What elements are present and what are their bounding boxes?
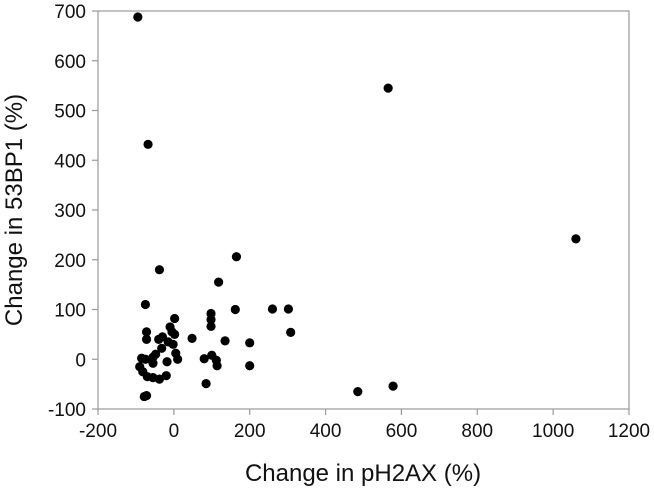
data-point bbox=[245, 338, 255, 348]
y-tick-label: 500 bbox=[54, 102, 86, 123]
y-tick-label: 200 bbox=[54, 251, 86, 272]
data-point bbox=[141, 334, 152, 344]
x-tick-label: 200 bbox=[234, 421, 266, 442]
data-point bbox=[214, 277, 224, 287]
data-point bbox=[283, 304, 294, 314]
data-point bbox=[161, 371, 171, 381]
data-point bbox=[353, 386, 363, 397]
data-point bbox=[162, 357, 172, 367]
y-axis-title: Change in 53BP1 (%) bbox=[1, 94, 28, 326]
data-point bbox=[199, 354, 209, 364]
x-axis: -200 0 200 400 600 800 1000 1200 bbox=[79, 409, 650, 442]
y-tick-label: 400 bbox=[54, 151, 86, 172]
y-tick-label: 0 bbox=[75, 350, 86, 371]
data-point bbox=[140, 354, 151, 364]
data-point bbox=[571, 234, 581, 244]
data-point bbox=[388, 381, 398, 391]
data-point bbox=[140, 299, 151, 310]
data-point bbox=[201, 379, 211, 389]
data-point bbox=[141, 327, 152, 337]
x-tick-label: 800 bbox=[461, 421, 493, 442]
data-point bbox=[154, 265, 165, 275]
data-point bbox=[154, 374, 165, 384]
data-point bbox=[383, 83, 393, 93]
y-tick-label: 300 bbox=[54, 201, 86, 222]
data-point bbox=[267, 304, 278, 314]
data-point bbox=[230, 304, 240, 315]
y-axis: -100 0 100 200 300 400 500 600 700 bbox=[48, 2, 98, 421]
data-point bbox=[231, 252, 242, 262]
x-tick-label: 600 bbox=[386, 421, 418, 442]
data-point bbox=[148, 358, 158, 368]
data-point bbox=[143, 139, 153, 149]
x-tick-label: 1200 bbox=[608, 421, 650, 442]
data-point bbox=[133, 12, 143, 22]
data-point bbox=[286, 327, 296, 337]
data-point bbox=[212, 361, 222, 371]
data-point bbox=[206, 314, 216, 325]
x-tick-label: 400 bbox=[310, 421, 342, 442]
y-tick-label: 600 bbox=[54, 52, 86, 73]
y-tick-label: 700 bbox=[54, 2, 86, 23]
data-point bbox=[173, 354, 183, 364]
data-points bbox=[133, 12, 581, 402]
data-point bbox=[154, 334, 164, 344]
data-point bbox=[157, 343, 167, 353]
x-tick-label: -200 bbox=[79, 421, 117, 442]
data-point bbox=[187, 333, 197, 343]
data-point bbox=[141, 390, 152, 401]
data-point bbox=[170, 313, 180, 324]
data-point bbox=[170, 329, 180, 339]
data-point bbox=[206, 321, 216, 332]
x-tick-label: 1000 bbox=[532, 421, 574, 442]
data-point bbox=[220, 336, 230, 346]
data-point bbox=[168, 339, 178, 349]
y-tick-label: -100 bbox=[48, 400, 86, 421]
x-axis-title: Change in pH2AX (%) bbox=[245, 460, 481, 487]
data-point bbox=[245, 361, 255, 371]
y-tick-label: 100 bbox=[54, 301, 86, 322]
x-tick-label: 0 bbox=[169, 421, 180, 442]
